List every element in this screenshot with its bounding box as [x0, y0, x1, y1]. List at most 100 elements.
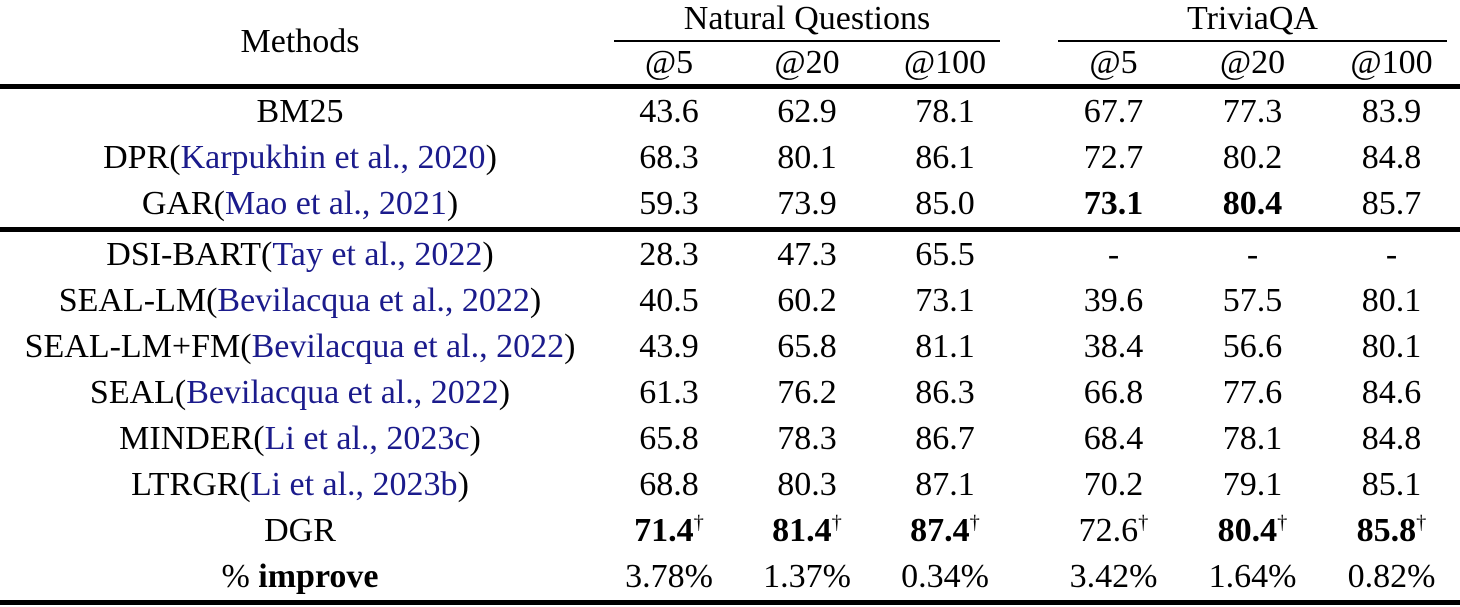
value-cell-tqa-at20: 77.3 [1183, 87, 1322, 136]
value-cell-nq-at100: 65.5 [876, 230, 1014, 279]
value-cell-nq-at100: 73.1 [876, 278, 1014, 324]
value-cell-tqa-at20: 1.64% [1183, 554, 1322, 603]
value-cell-tqa-at100: 84.8 [1322, 135, 1460, 181]
value-cell-tqa-at100: 85.8† [1322, 508, 1460, 554]
metric-value: 0.82% [1347, 558, 1436, 595]
metric-value: 68.3 [639, 139, 699, 176]
method-name: DPR( [103, 139, 181, 176]
spacer-cell [1014, 370, 1044, 416]
metric-value: 65.8 [777, 328, 837, 365]
value-cell-nq-at100: 86.7 [876, 416, 1014, 462]
table-row: DPR(Karpukhin et al., 2020) 68.3 80.1 86… [0, 135, 1460, 181]
value-cell-tqa-at5: 73.1 [1044, 181, 1183, 230]
value-cell-nq-at20: 62.9 [738, 87, 876, 136]
metric-value: 43.9 [639, 328, 699, 365]
value-cell-tqa-at20: - [1183, 230, 1322, 279]
metric-value: 80.2 [1222, 139, 1283, 176]
value-cell-nq-at5: 68.8 [600, 462, 738, 508]
metric-value: 68.4 [1083, 420, 1144, 457]
value-cell-nq-at20: 73.9 [738, 181, 876, 230]
column-header-nq-at20: @20 [774, 44, 840, 81]
citation-link[interactable]: Mao et al., 2021 [224, 185, 447, 222]
column-header-tqa-at5: @5 [1089, 44, 1138, 81]
value-cell-tqa-at5: 72.6† [1044, 508, 1183, 554]
citation-link[interactable]: Li et al., 2023c [264, 420, 470, 457]
method-name: ) [485, 139, 497, 176]
table-row: SEAL-LM(Bevilacqua et al., 2022) 40.5 60… [0, 278, 1460, 324]
metric-value: 67.7 [1083, 93, 1144, 130]
value-cell-nq-at100: 87.1 [876, 462, 1014, 508]
value-cell-nq-at20: 1.37% [738, 554, 876, 603]
value-cell-nq-at100: 86.3 [876, 370, 1014, 416]
value-cell-nq-at20: 76.2 [738, 370, 876, 416]
group-label-triviaqa: TriviaQA [1058, 0, 1447, 42]
metric-value: 87.4 [910, 512, 970, 549]
value-cell-tqa-at5: 66.8 [1044, 370, 1183, 416]
metric-value: 1.37% [763, 558, 851, 595]
metric-value: 40.5 [639, 282, 699, 319]
method-cell: DSI-BART(Tay et al., 2022) [0, 230, 600, 279]
value-cell-nq-at20: 81.4† [738, 508, 876, 554]
citation-link[interactable]: Bevilacqua et al., 2022 [251, 328, 565, 365]
value-cell-nq-at100: 87.4† [876, 508, 1014, 554]
metric-value: 57.5 [1222, 282, 1283, 319]
value-cell-nq-at5: 68.3 [600, 135, 738, 181]
metric-value: 78.3 [777, 420, 837, 457]
value-cell-tqa-at100: 84.8 [1322, 416, 1460, 462]
table-header: Methods Natural Questions TriviaQA @5 @2… [0, 0, 1460, 87]
value-cell-nq-at20: 65.8 [738, 324, 876, 370]
group-header-natural-questions: Natural Questions [600, 0, 1014, 42]
metric-value: 38.4 [1083, 328, 1144, 365]
column-header-tqa-at20: @20 [1219, 44, 1286, 81]
metric-value: 80.4 [1222, 185, 1283, 222]
value-cell-tqa-at5: 3.42% [1044, 554, 1183, 603]
method-cell: % improve [0, 554, 600, 603]
metric-value: 1.64% [1208, 558, 1297, 595]
table-row: SEAL(Bevilacqua et al., 2022) 61.3 76.2 … [0, 370, 1460, 416]
metric-value: 43.6 [639, 93, 699, 130]
method-name: LTRGR( [131, 466, 251, 503]
metric-value: 84.6 [1361, 374, 1422, 411]
metric-value: 80.4 [1217, 512, 1278, 549]
spacer-cell [1014, 278, 1044, 324]
citation-link[interactable]: Tay et al., 2022 [272, 236, 483, 273]
dagger-marker: † [831, 511, 842, 534]
metric-value: 68.8 [639, 466, 699, 503]
method-name: ) [457, 466, 469, 503]
method-name: DSI-BART( [106, 236, 273, 273]
citation-link[interactable]: Li et al., 2023b [250, 466, 458, 503]
metric-value: 85.7 [1361, 185, 1422, 222]
metric-value: 59.3 [639, 185, 699, 222]
metric-value: 73.9 [777, 185, 837, 222]
column-header-nq-at100: @100 [903, 44, 987, 81]
value-cell-nq-at5: 71.4† [600, 508, 738, 554]
metric-value: 62.9 [777, 93, 837, 130]
citation-link[interactable]: Karpukhin et al., 2020 [180, 139, 486, 176]
metric-value: 81.1 [915, 328, 975, 365]
value-cell-tqa-at5: 68.4 [1044, 416, 1183, 462]
value-cell-nq-at100: 85.0 [876, 181, 1014, 230]
metric-value: 70.2 [1083, 466, 1144, 503]
table-row: % improve 3.78% 1.37% 0.34% 3.42% 1.64% … [0, 554, 1460, 603]
metric-value: 78.1 [1222, 420, 1283, 457]
value-cell-nq-at20: 60.2 [738, 278, 876, 324]
method-cell: SEAL-LM(Bevilacqua et al., 2022) [0, 278, 600, 324]
table-row: LTRGR(Li et al., 2023b) 68.8 80.3 87.1 7… [0, 462, 1460, 508]
spacer-cell [1014, 0, 1044, 87]
value-cell-tqa-at20: 80.2 [1183, 135, 1322, 181]
value-cell-nq-at20: 80.3 [738, 462, 876, 508]
value-cell-tqa-at20: 57.5 [1183, 278, 1322, 324]
spacer-cell [1014, 462, 1044, 508]
method-cell: SEAL(Bevilacqua et al., 2022) [0, 370, 600, 416]
value-cell-tqa-at5: 39.6 [1044, 278, 1183, 324]
method-cell: GAR(Mao et al., 2021) [0, 181, 600, 230]
value-cell-tqa-at100: 84.6 [1322, 370, 1460, 416]
metric-value: 3.78% [625, 558, 713, 595]
value-cell-tqa-at100: 80.1 [1322, 324, 1460, 370]
citation-link[interactable]: Bevilacqua et al., 2022 [217, 282, 530, 319]
metric-value: 76.2 [777, 374, 837, 411]
method-name: DGR [264, 512, 336, 549]
metric-value: 80.1 [1361, 282, 1422, 319]
citation-link[interactable]: Bevilacqua et al., 2022 [186, 374, 499, 411]
value-cell-nq-at5: 43.9 [600, 324, 738, 370]
